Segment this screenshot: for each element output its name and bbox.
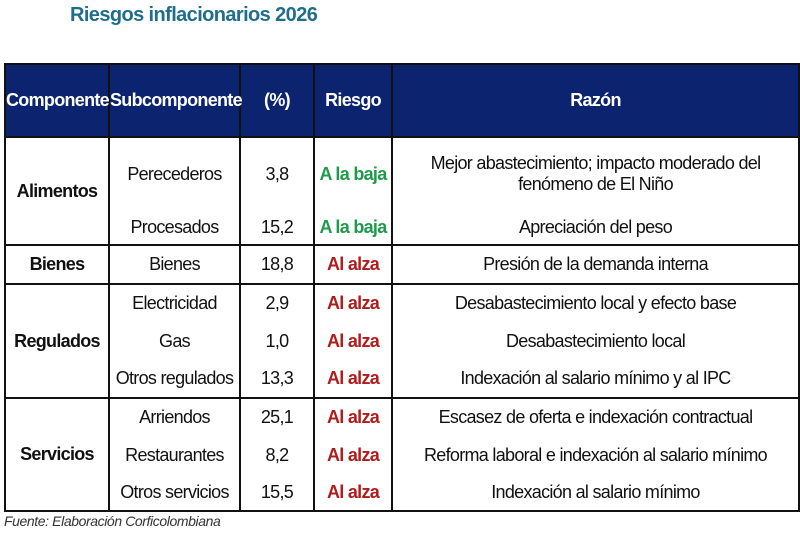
header-subcomponente: Subcomponente xyxy=(108,63,243,138)
table-row: Procesados 15,2 A la baja Apreciación de… xyxy=(5,210,800,246)
table-row: Otros servicios 15,5 Al alza Indexación … xyxy=(5,474,800,512)
table-row: Regulados Electricidad 2,9 Al alza Desaba… xyxy=(4,283,800,399)
pct-cell: 15,5 xyxy=(239,474,315,512)
reason-cell: Desabastecimiento local y efecto base xyxy=(391,283,800,322)
component-cell: Regulados xyxy=(4,283,110,399)
reason-cell: Reforma laboral e indexación al salario … xyxy=(391,436,800,474)
pct-cell: 2,9 xyxy=(239,283,315,322)
reason-cell: Presión de la demanda interna xyxy=(391,244,800,285)
subcomponent-cell: Electricidad xyxy=(108,283,241,322)
subcomponent-cell: Gas xyxy=(108,322,241,360)
subcomponent-cell: Bienes xyxy=(108,244,241,285)
reason-cell: Apreciación del peso xyxy=(391,210,800,246)
subcomponent-cell: Restaurantes xyxy=(108,436,241,474)
subcomponent-cell: Arriendos xyxy=(108,397,241,436)
reason-cell: Escasez de oferta e indexación contractu… xyxy=(391,397,800,436)
component-cell: Alimentos xyxy=(4,136,110,246)
reason-cell: Desabastecimiento local xyxy=(391,322,800,360)
pct-cell: 18,8 xyxy=(239,244,315,285)
pct-cell: 13,3 xyxy=(239,360,315,399)
risk-cell: A la baja xyxy=(313,210,393,246)
pct-cell: 3,8 xyxy=(239,136,315,210)
subcomponent-cell: Otros regulados xyxy=(108,360,241,399)
risk-cell: Al alza xyxy=(313,474,393,512)
pct-cell: 1,0 xyxy=(239,322,315,360)
subcomponent-cell: Otros servicios xyxy=(108,474,241,512)
table-row: Bienes Bienes 18,8 Al alza Presión de la … xyxy=(4,244,800,285)
risk-cell: Al alza xyxy=(313,436,393,474)
reason-cell: Indexación al salario mínimo y al IPC xyxy=(391,360,800,399)
reason-cell: Indexación al salario mínimo xyxy=(391,474,800,512)
source-note: Fuente: Elaboración Corficolombiana xyxy=(4,513,221,529)
subcomponent-cell: Procesados xyxy=(108,210,241,246)
risk-cell: Al alza xyxy=(313,397,393,436)
component-cell: Servicios xyxy=(4,397,110,512)
page-title: Riesgos inflacionarios 2026 xyxy=(70,4,318,26)
risk-cell: A la baja xyxy=(313,136,393,210)
table-row: Alimentos Perecederos 3,8 A la baja Mejor… xyxy=(4,136,800,246)
header-pct: (%) xyxy=(239,63,315,138)
component-cell: Bienes xyxy=(4,244,110,285)
header-componente: Componente xyxy=(4,63,110,138)
subcomponent-cell: Perecederos xyxy=(108,136,241,210)
pct-cell: 25,1 xyxy=(239,397,315,436)
inflation-risks-table: Componente Subcomponente (%) Riesgo Razó… xyxy=(4,63,800,512)
table-row: Otros regulados 13,3 Al alza Indexación … xyxy=(5,360,800,399)
risk-cell: Al alza xyxy=(313,283,393,322)
table-row: Servicios Arriendos 25,1 Al alza Escasez … xyxy=(4,397,800,512)
pct-cell: 8,2 xyxy=(239,436,315,474)
pct-cell: 15,2 xyxy=(239,210,315,246)
table-row: Gas 1,0 Al alza Desabastecimiento local xyxy=(5,322,800,360)
reason-cell: Mejor abastecimiento; impacto moderado d… xyxy=(391,136,800,210)
risk-cell: Al alza xyxy=(313,244,393,285)
header-riesgo: Riesgo xyxy=(313,63,393,138)
header-row: Componente Subcomponente (%) Riesgo Razó… xyxy=(4,63,800,138)
risk-cell: Al alza xyxy=(313,322,393,360)
table-row: Restaurantes 8,2 Al alza Reforma laboral… xyxy=(5,436,800,474)
header-razon: Razón xyxy=(391,63,800,138)
risk-cell: Al alza xyxy=(313,360,393,399)
